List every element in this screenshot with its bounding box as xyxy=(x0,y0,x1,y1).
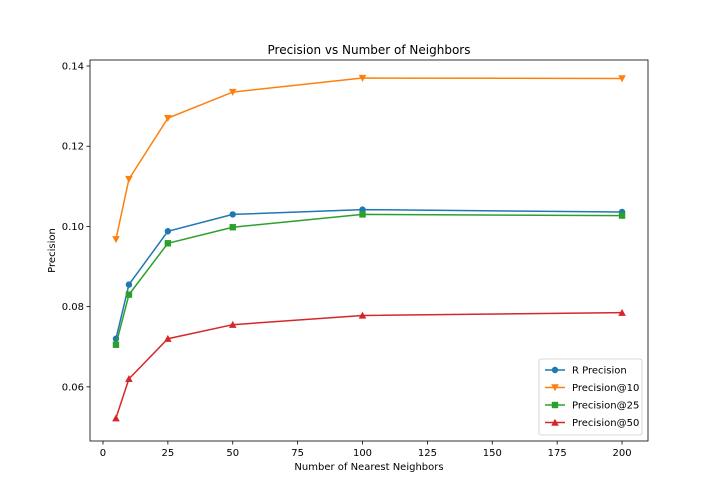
plot-frame xyxy=(89,59,649,442)
x-tick-label: 200 xyxy=(612,448,631,459)
data-point xyxy=(618,308,626,316)
x-tick-label: 0 xyxy=(100,448,106,459)
legend-label: Precision@10 xyxy=(572,383,639,394)
series-precision-25 xyxy=(112,211,626,348)
series-line xyxy=(115,311,623,419)
legend-entry: Precision@25 xyxy=(545,401,639,412)
data-point xyxy=(125,291,133,298)
data-point xyxy=(229,211,236,218)
data-point xyxy=(112,236,120,244)
series-r-precision xyxy=(112,206,626,342)
x-axis-label: Number of Nearest Neighbors xyxy=(294,462,443,473)
y-tick-label: 0.10 xyxy=(62,222,84,233)
y-tick-label: 0.12 xyxy=(62,142,84,153)
y-axis-label: Precision xyxy=(47,228,58,273)
data-point xyxy=(229,224,236,231)
data-point xyxy=(125,375,133,383)
x-tick-label: 125 xyxy=(418,448,437,459)
data-point xyxy=(112,414,120,422)
legend-marker xyxy=(551,401,559,409)
data-point xyxy=(164,228,172,235)
data-point xyxy=(358,311,367,319)
x-tick-label: 25 xyxy=(161,448,174,459)
plot-area xyxy=(112,74,626,422)
series-precision-50 xyxy=(112,308,626,422)
data-point xyxy=(618,212,626,219)
x-tick-label: 100 xyxy=(353,448,372,459)
x-tick-label: 75 xyxy=(291,448,304,459)
y-axis-ticks: 0.06 0.08 0.10 0.12 0.14 xyxy=(62,62,90,393)
legend: R Precision Precision@10 Precision@25 Preci… xyxy=(538,358,643,436)
legend-marker xyxy=(551,418,559,426)
data-point xyxy=(358,74,367,82)
y-tick-label: 0.14 xyxy=(62,62,84,73)
data-point xyxy=(359,211,366,218)
legend-label: R Precision xyxy=(572,366,627,377)
legend-entry: R Precision xyxy=(545,366,627,377)
data-point xyxy=(125,281,133,288)
data-point xyxy=(125,175,133,183)
legend-label: Precision@50 xyxy=(572,418,639,429)
series-line xyxy=(115,213,623,345)
legend-marker xyxy=(551,384,559,392)
data-point xyxy=(164,334,172,342)
data-point xyxy=(112,341,120,348)
series-precision-10 xyxy=(112,74,626,244)
data-point xyxy=(618,75,626,83)
legend-label: Precision@25 xyxy=(572,401,639,412)
chart-title: Precision vs Number of Neighbors xyxy=(268,43,471,57)
x-tick-label: 175 xyxy=(548,448,567,459)
series-line xyxy=(115,77,623,240)
legend-box xyxy=(538,358,643,436)
x-tick-label: 150 xyxy=(483,448,502,459)
legend-entry: Precision@10 xyxy=(545,383,639,394)
data-point xyxy=(228,88,237,96)
data-point xyxy=(164,114,172,122)
y-tick-label: 0.08 xyxy=(62,302,84,313)
x-axis-ticks: 0 25 50 75 100 125 150 175 200 xyxy=(100,441,632,459)
y-tick-label: 0.06 xyxy=(62,382,84,393)
series-line xyxy=(115,208,623,339)
data-point xyxy=(359,206,366,213)
legend-entry: Precision@50 xyxy=(545,418,639,429)
data-point xyxy=(164,240,172,247)
legend-marker xyxy=(551,366,559,374)
x-tick-label: 50 xyxy=(226,448,239,459)
data-point xyxy=(228,320,237,328)
